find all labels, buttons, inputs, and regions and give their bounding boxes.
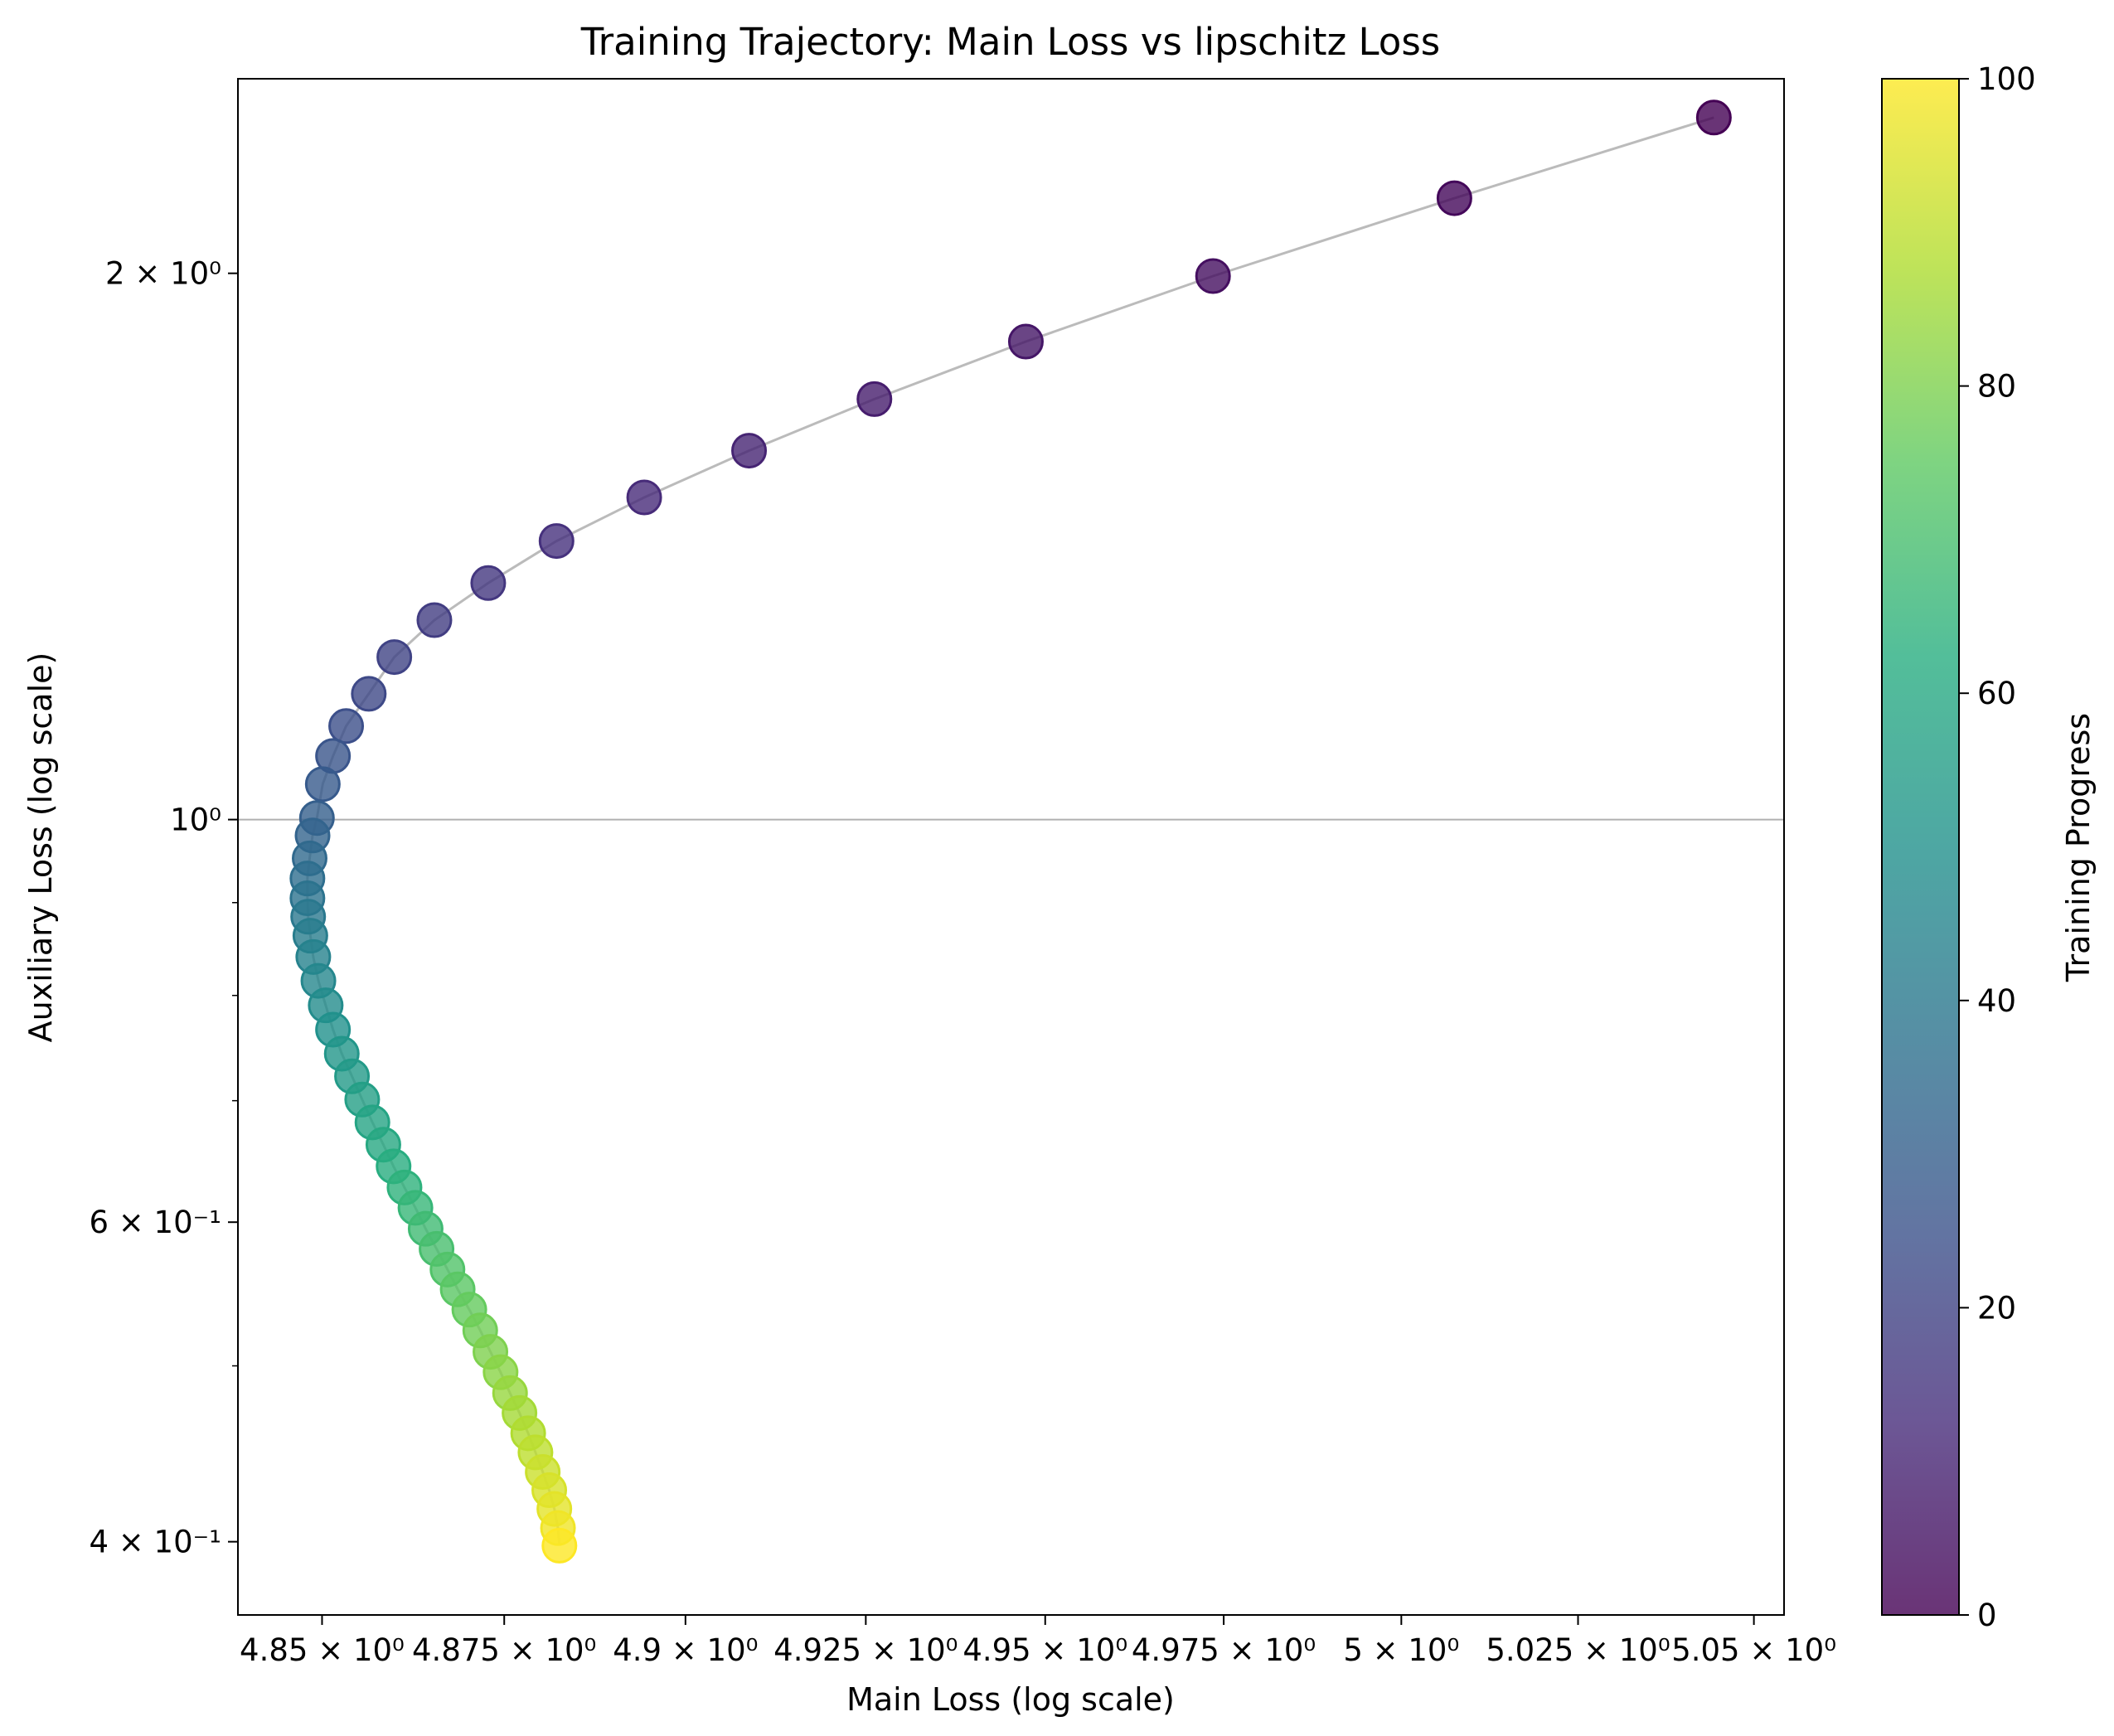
data-point [856, 381, 893, 417]
y-tick-label: 10⁰ [170, 803, 221, 838]
y-tick-label: 4 × 10⁻¹ [89, 1525, 221, 1560]
x-tick-label: 4.925 × 10⁰ [773, 1632, 958, 1668]
colorbar-tick-label: 80 [1977, 369, 2016, 405]
chart-title: Training Trajectory: Main Loss vs lipsch… [580, 20, 1440, 64]
data-point [538, 523, 575, 560]
x-tick-label: 5.025 × 10⁰ [1486, 1632, 1670, 1668]
data-point [328, 708, 365, 744]
x-tick-label: 5.05 × 10⁰ [1671, 1632, 1836, 1668]
x-tick-label: 4.85 × 10⁰ [240, 1632, 405, 1668]
data-point [351, 676, 387, 712]
data-point [1007, 323, 1044, 360]
colorbar-tick-label: 60 [1977, 676, 2016, 711]
data-point [304, 766, 341, 803]
colorbar-ticks: 0 20 40 60 80 100 [1959, 61, 2036, 1633]
data-point [731, 433, 768, 469]
colorbar-tick-label: 100 [1977, 61, 2036, 97]
colorbar-frame [1881, 78, 1960, 1616]
y-tick-label: 6 × 10⁻¹ [89, 1205, 221, 1240]
colorbar-tick-label: 0 [1977, 1598, 1997, 1633]
data-point [376, 639, 413, 676]
x-axis-label: Main Loss (log scale) [846, 1681, 1175, 1718]
colorbar: 0 20 40 60 80 100 Training Progress [1881, 61, 2097, 1633]
x-tick-label: 4.975 × 10⁰ [1132, 1632, 1316, 1668]
x-tick-label: 4.875 × 10⁰ [412, 1632, 596, 1668]
plot-background [238, 79, 1784, 1615]
x-tick-label: 5 × 10⁰ [1343, 1632, 1459, 1668]
y-tick-label: 2 × 10⁰ [105, 256, 221, 292]
colorbar-tick-label: 40 [1977, 983, 2016, 1019]
data-point [1695, 99, 1732, 136]
data-point [1195, 258, 1231, 294]
data-point [1436, 180, 1472, 216]
data-point [470, 565, 507, 601]
data-point [626, 479, 662, 516]
colorbar-gradient [1882, 79, 1959, 1615]
y-axis: 4 × 10⁻¹ 6 × 10⁻¹ 10⁰ 2 × 10⁰ [89, 256, 238, 1560]
data-point [416, 602, 453, 638]
colorbar-tick-label: 20 [1977, 1290, 2016, 1326]
plot-area [237, 78, 1785, 1616]
x-tick-label: 4.9 × 10⁰ [613, 1632, 758, 1668]
plot-frame [237, 78, 1785, 1616]
points-layer [289, 99, 1732, 1564]
y-axis-label: Auxiliary Loss (log scale) [22, 652, 59, 1043]
data-point [541, 1527, 578, 1564]
x-tick-label: 4.95 × 10⁰ [962, 1632, 1127, 1668]
colorbar-label: Training Progress [2060, 713, 2097, 982]
x-axis: 4.85 × 10⁰ 4.875 × 10⁰ 4.9 × 10⁰ 4.925 × 10… [240, 1615, 1836, 1668]
